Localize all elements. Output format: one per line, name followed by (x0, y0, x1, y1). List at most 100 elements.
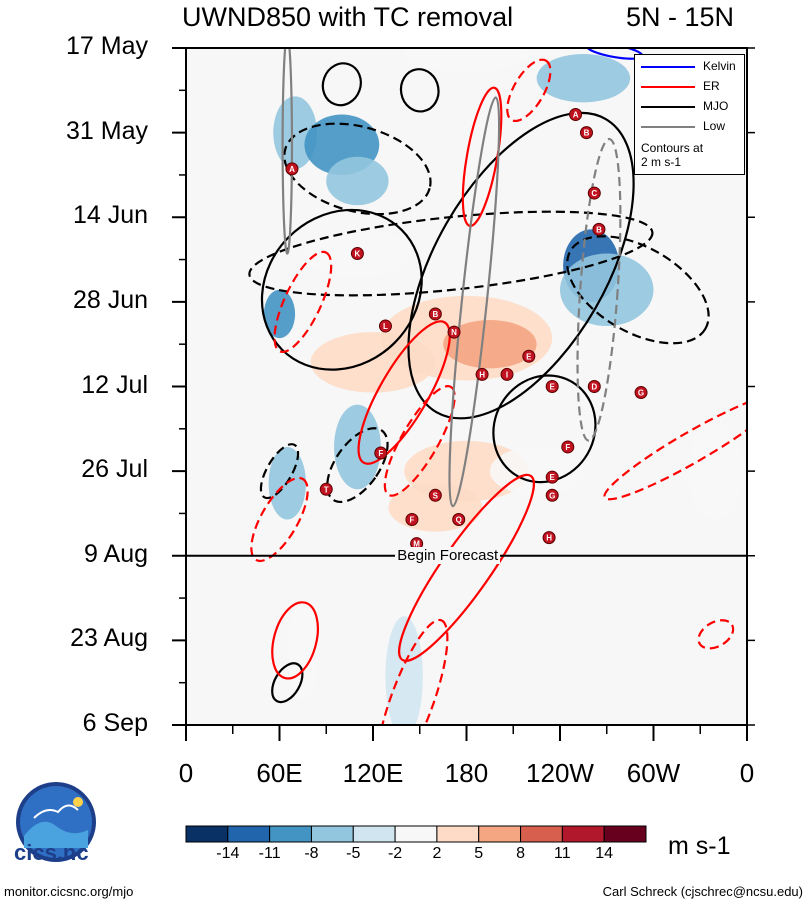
legend-label: ER (703, 79, 720, 93)
storm-marker: I (500, 367, 514, 381)
storm-icon (634, 386, 648, 400)
colorbar-swatch (520, 825, 563, 843)
contour-er (697, 619, 735, 650)
y-tick-label: 14 Jun (72, 201, 148, 230)
x-tick-label: 0 (178, 758, 194, 788)
contour-mjo (566, 235, 710, 345)
colorbar-swatch (561, 825, 605, 843)
storm-label: G (549, 491, 555, 500)
contour-er (273, 250, 333, 353)
colorbar-tick-label: -8 (304, 845, 319, 862)
storm-label: I (506, 370, 508, 379)
storm-marker: E (545, 470, 559, 484)
colorbar (185, 825, 647, 843)
storm-marker: G (545, 488, 559, 502)
colorbar-swatch (269, 825, 312, 843)
storm-icon (447, 325, 461, 339)
legend-entry: ER (635, 78, 746, 96)
storm-label: T (324, 485, 329, 494)
storm-marker: G (634, 386, 648, 400)
colorbar-tick-label: 8 (516, 845, 525, 862)
anomaly-blob (334, 404, 381, 490)
storm-icon (522, 349, 536, 363)
storm-marker: E (545, 380, 559, 393)
legend-label: Kelvin (703, 59, 736, 73)
colorbar-swatch (603, 825, 647, 843)
storm-icon (592, 222, 606, 236)
contour-er (383, 385, 456, 497)
legend-swatch (641, 86, 695, 88)
contour-mjo (399, 68, 440, 113)
storm-icon (545, 380, 559, 393)
colorbar-swatch (310, 825, 354, 843)
y-tick-label: 31 May (66, 116, 148, 145)
storm-marker: D (587, 380, 601, 393)
legend-label: Low (703, 119, 726, 133)
wave-contours (248, 48, 747, 725)
contour-er (357, 320, 451, 465)
storm-marker: H (475, 367, 489, 381)
contour-low (448, 96, 501, 508)
storm-marker: F (405, 512, 419, 526)
storm-icon (569, 107, 583, 121)
colorbar-tick-label: 11 (554, 845, 571, 862)
storm-marker: A (569, 107, 583, 121)
storm-marker: S (428, 488, 442, 502)
storm-marker: B (592, 222, 606, 236)
storm-label: A (289, 165, 295, 174)
contour-mjo (407, 111, 635, 420)
legend-note-line: 2 m s-1 (641, 155, 682, 169)
legend-note: Contours at 2 m s-1 (641, 141, 703, 169)
storm-label: C (591, 189, 597, 198)
storm-marker: Q (452, 512, 466, 526)
contour-mjo (248, 210, 654, 297)
storm-marker: L (378, 319, 392, 333)
colorbar-tick-label: -11 (258, 845, 281, 862)
y-tick-label: 23 Aug (70, 624, 148, 653)
colorbar-tick-label: 14 (595, 845, 614, 862)
storm-label: E (526, 352, 532, 361)
storm-label: K (355, 250, 361, 259)
anomaly-shading (263, 48, 744, 725)
storm-label: G (638, 389, 644, 398)
contour-mjo (283, 122, 432, 216)
legend-entry: MJO (635, 98, 746, 116)
colorbar-tick-label: 5 (474, 845, 484, 862)
contour-er (506, 58, 552, 123)
x-tick-label: 120W (526, 758, 594, 788)
storm-icon (579, 126, 593, 140)
storm-icon (587, 380, 601, 393)
x-tick-label: 0 (739, 758, 755, 788)
legend-swatch (641, 126, 695, 128)
storm-marker: N (447, 325, 461, 339)
storm-icon (405, 512, 419, 526)
storm-marker: H (542, 531, 556, 545)
contour-mjo (326, 427, 389, 504)
contour-er (603, 393, 747, 501)
cics-logo: cics.nc (6, 778, 106, 878)
storm-label: F (378, 449, 383, 458)
chart-title: UWND850 with TC removal (182, 2, 514, 32)
storm-icon (475, 367, 489, 381)
y-tick-label: 26 Jul (81, 455, 148, 484)
colorbar-swatch (227, 825, 271, 843)
y-tick-label: 28 Jun (72, 285, 148, 314)
storm-icon (378, 319, 392, 333)
legend-note-line: Contours at (641, 141, 704, 155)
colorbar-tick-label: 2 (432, 845, 442, 862)
colorbar-swatch (436, 825, 480, 843)
storm-label: A (573, 110, 579, 119)
storm-icon (545, 470, 559, 484)
contour-mjo (271, 662, 304, 704)
contour-low (281, 48, 294, 255)
storm-label: S (433, 491, 439, 500)
colorbar-tick-label: -5 (346, 845, 361, 862)
x-tick-label: 120E (342, 758, 404, 788)
storm-icon (545, 488, 559, 502)
storm-label: E (550, 473, 556, 482)
storm-marker: A (285, 162, 299, 176)
legend-swatch (641, 66, 695, 68)
colorbar-tick-label: -14 (216, 845, 240, 862)
storm-marker: T (319, 482, 333, 496)
